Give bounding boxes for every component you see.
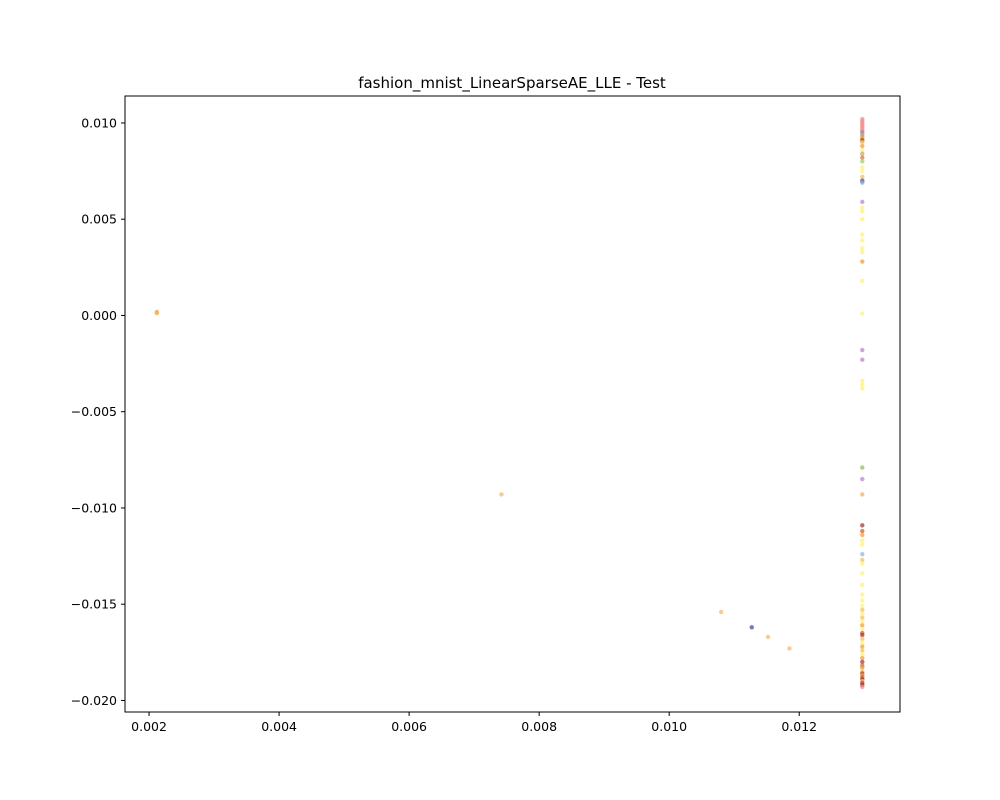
data-point xyxy=(860,357,865,362)
data-point xyxy=(860,665,865,670)
data-point xyxy=(860,644,865,649)
data-point xyxy=(860,627,865,632)
data-point xyxy=(860,159,865,164)
y-axis-ticks: 0.010 0.005 0.000 −0.005 −0.010 −0.015 −0.020 xyxy=(71,115,125,708)
data-point xyxy=(860,623,865,628)
y-tick-label: 0.005 xyxy=(81,212,117,227)
data-point xyxy=(860,174,865,180)
data-point xyxy=(860,382,865,387)
data-point xyxy=(860,205,865,210)
data-point xyxy=(749,625,754,630)
data-point xyxy=(860,143,865,149)
plot-frame xyxy=(124,95,901,713)
points-layer xyxy=(154,116,865,690)
data-point xyxy=(860,561,865,566)
data-point xyxy=(860,217,865,222)
data-point xyxy=(860,636,865,642)
data-point xyxy=(860,476,865,482)
data-point xyxy=(787,646,792,651)
data-point xyxy=(860,571,865,576)
data-point xyxy=(719,609,724,615)
data-point xyxy=(860,659,865,665)
data-point xyxy=(860,165,865,170)
y-tick-label: 0.000 xyxy=(81,308,117,323)
data-point xyxy=(860,386,865,391)
data-point xyxy=(860,607,865,613)
data-point xyxy=(860,168,865,174)
y-tick-label: −0.005 xyxy=(71,404,117,419)
data-point xyxy=(860,347,865,353)
data-point xyxy=(860,249,865,255)
data-point xyxy=(860,232,865,237)
data-point xyxy=(860,492,865,497)
data-point xyxy=(860,245,865,251)
data-point xyxy=(860,140,865,145)
data-point xyxy=(860,684,865,690)
data-point xyxy=(860,551,865,557)
data-point xyxy=(860,655,865,661)
x-tick-label: 0.002 xyxy=(131,719,167,734)
data-point xyxy=(860,528,865,534)
data-point xyxy=(860,378,865,384)
data-point xyxy=(860,259,865,264)
data-point xyxy=(860,557,865,563)
data-point xyxy=(860,603,865,609)
data-point xyxy=(860,648,865,653)
data-point xyxy=(860,532,865,538)
x-tick-label: 0.012 xyxy=(781,719,817,734)
data-point xyxy=(860,598,865,603)
data-point xyxy=(860,632,865,638)
data-point xyxy=(860,619,865,624)
y-tick-label: −0.015 xyxy=(71,597,117,612)
data-point xyxy=(860,238,865,243)
y-tick-label: −0.010 xyxy=(71,500,117,515)
x-tick-label: 0.010 xyxy=(651,719,687,734)
data-point xyxy=(154,310,160,316)
chart-title: fashion_mnist_LinearSparseAE_LLE - Test xyxy=(358,74,666,93)
y-tick-label: −0.020 xyxy=(71,693,117,708)
data-point xyxy=(860,652,865,657)
data-point xyxy=(860,199,865,205)
data-point xyxy=(860,465,865,470)
data-point xyxy=(860,180,865,185)
data-point xyxy=(860,615,865,620)
data-point xyxy=(860,523,865,528)
data-point xyxy=(499,492,504,497)
x-tick-label: 0.006 xyxy=(391,719,427,734)
data-point xyxy=(860,311,865,316)
data-point xyxy=(860,147,865,153)
x-axis-ticks: 0.002 0.004 0.006 0.008 0.010 0.012 xyxy=(131,712,817,734)
data-point xyxy=(860,542,865,547)
x-tick-label: 0.008 xyxy=(521,719,557,734)
data-point xyxy=(860,582,865,588)
data-point xyxy=(765,634,771,640)
data-point xyxy=(860,592,865,597)
y-tick-label: 0.010 xyxy=(81,115,117,130)
data-point xyxy=(860,538,865,543)
data-point xyxy=(860,640,865,645)
data-point xyxy=(860,151,865,156)
data-point xyxy=(860,278,865,283)
x-tick-label: 0.004 xyxy=(261,719,297,734)
data-point xyxy=(860,611,865,617)
data-point xyxy=(860,155,865,160)
data-point xyxy=(860,209,865,214)
